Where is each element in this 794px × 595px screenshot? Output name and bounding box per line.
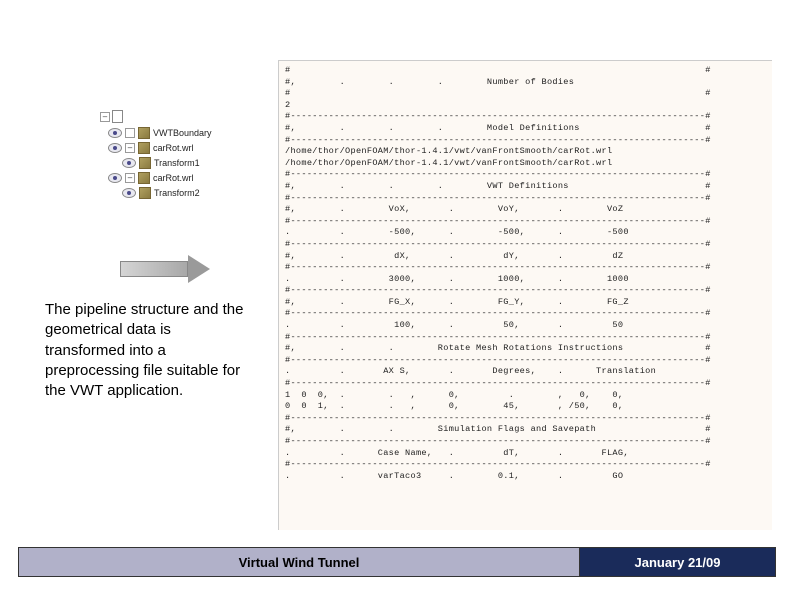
collapse-icon: – [100, 112, 110, 122]
footer-date: January 21/09 [580, 547, 776, 577]
eye-icon [108, 173, 122, 183]
geometry-icon [138, 127, 150, 139]
expand-icon: – [125, 173, 135, 183]
eye-icon [108, 128, 122, 138]
footer-title: Virtual Wind Tunnel [18, 547, 580, 577]
geometry-icon [138, 142, 150, 154]
doc-icon [112, 110, 123, 123]
tree-item: Transform2 [100, 187, 250, 199]
eye-icon [122, 188, 136, 198]
tree-label: Transform1 [154, 158, 200, 168]
tree-item: – carRot.wrl [100, 142, 250, 154]
tree-root: – [100, 110, 250, 123]
tree-label: carRot.wrl [153, 143, 194, 153]
expand-icon [125, 128, 135, 138]
tree-label: carRot.wrl [153, 173, 194, 183]
tree-label: Transform2 [154, 188, 200, 198]
explain-text: The pipeline structure and the geometric… [45, 300, 255, 401]
preprocessing-file: # # #, . . . Number of Bodies # [278, 60, 772, 530]
geometry-icon [139, 187, 151, 199]
tree-item: Transform1 [100, 157, 250, 169]
geometry-icon [138, 172, 150, 184]
eye-icon [122, 158, 136, 168]
tree-item: – carRot.wrl [100, 172, 250, 184]
eye-icon [108, 143, 122, 153]
tree-label: VWTBoundary [153, 128, 212, 138]
arrow-icon [120, 255, 210, 283]
expand-icon: – [125, 143, 135, 153]
geometry-icon [139, 157, 151, 169]
pipeline-tree: – VWTBoundary – carRot.wrl Transform1 [100, 110, 250, 202]
tree-item: VWTBoundary [100, 127, 250, 139]
footer: Virtual Wind Tunnel January 21/09 [18, 547, 776, 577]
